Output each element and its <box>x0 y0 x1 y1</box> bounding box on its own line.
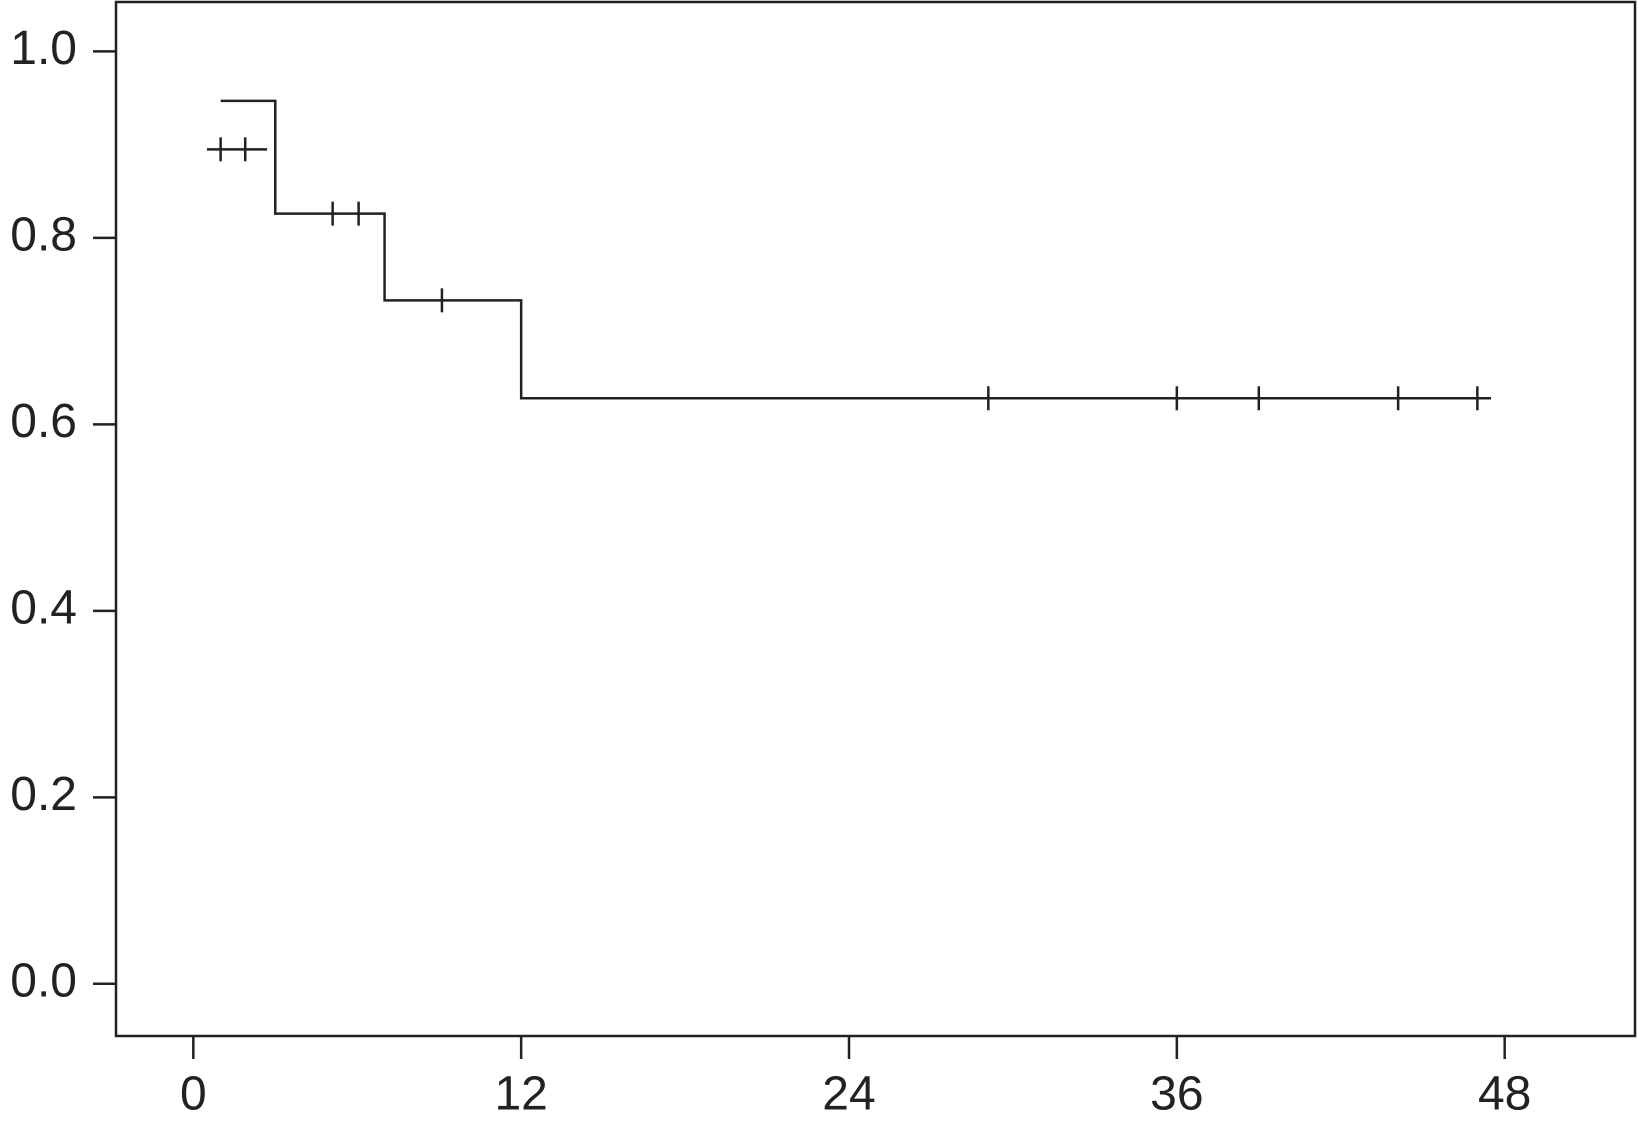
y-tick-label: 1.0 <box>10 22 77 75</box>
x-tick-label: 48 <box>1478 1068 1531 1121</box>
x-tick-label: 36 <box>1150 1068 1203 1121</box>
y-tick-label: 0.6 <box>10 395 77 448</box>
y-tick-label: 0.8 <box>10 209 77 262</box>
survival-curve <box>220 99 1492 400</box>
plot-frame <box>114 0 1637 1038</box>
y-tick-label: 0.2 <box>10 768 77 821</box>
y-tick-label: 0.0 <box>10 954 77 1007</box>
x-tick-label: 12 <box>494 1068 547 1121</box>
y-tick-label: 0.4 <box>10 582 77 635</box>
x-tick-label: 0 <box>180 1068 207 1121</box>
x-tick-label: 24 <box>822 1068 875 1121</box>
